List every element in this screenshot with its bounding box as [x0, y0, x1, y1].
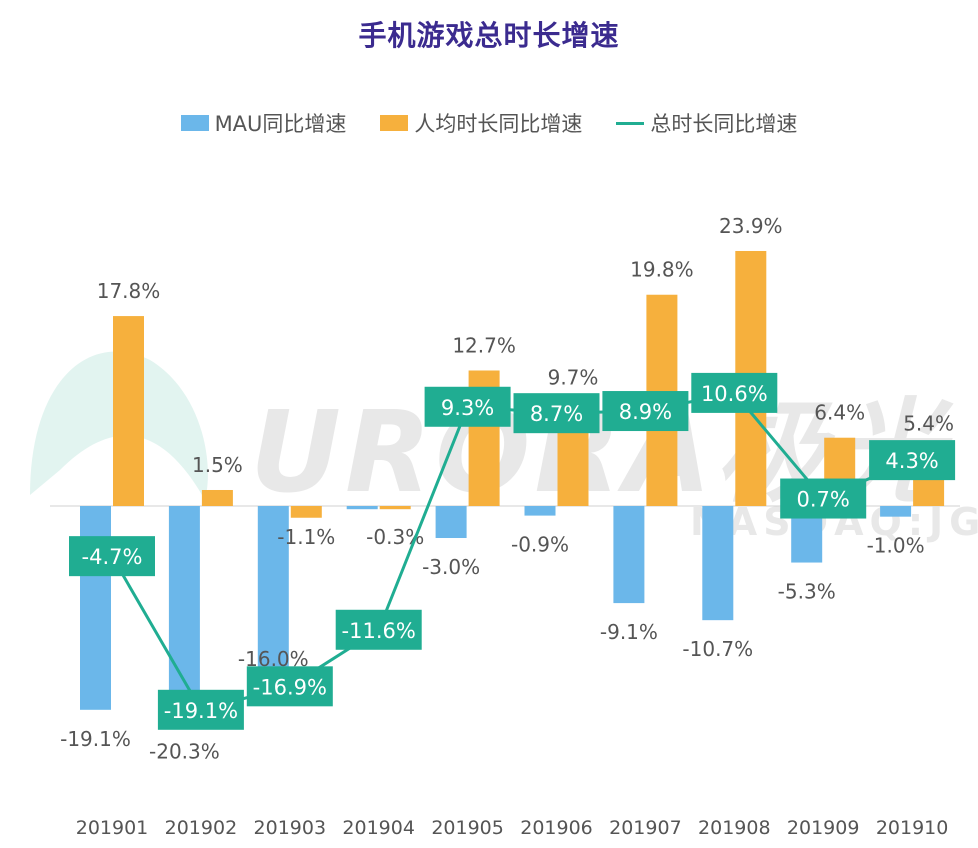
data-label-total-201902: -19.1% — [164, 699, 238, 723]
legend-swatch-mau — [180, 115, 209, 131]
x-tick-label-201904: 201904 — [342, 817, 415, 839]
data-label-total-201910: 4.3% — [885, 449, 938, 473]
legend-label-per-capita: 人均时长同比增速 — [414, 112, 583, 136]
legend-item-mau: MAU同比增速 — [180, 108, 347, 138]
data-label-mau-201909: -5.3% — [778, 580, 836, 604]
data-label-mau-201908: -10.7% — [682, 637, 753, 661]
x-tick-label-201905: 201905 — [431, 817, 504, 839]
x-tick-label-201902: 201902 — [165, 817, 238, 839]
bar-mau-201902 — [168, 506, 200, 723]
legend-item-total: 总时长同比增速 — [616, 108, 797, 138]
data-label-total-201907: 8.9% — [619, 400, 672, 424]
bar-per-capita-201904 — [379, 506, 411, 510]
data-label-per-capita-201906: 9.7% — [548, 366, 599, 390]
bar-per-capita-201902 — [201, 489, 233, 506]
x-tick-label-201903: 201903 — [254, 817, 327, 839]
data-label-per-capita-201905: 12.7% — [452, 333, 516, 357]
bar-mau-201904 — [346, 506, 378, 510]
data-label-total-201909: 0.7% — [797, 488, 850, 512]
x-tick-label-201906: 201906 — [520, 817, 593, 839]
x-tick-label-201908: 201908 — [698, 817, 771, 839]
bar-mau-201908 — [702, 506, 734, 621]
bar-mau-201907 — [613, 506, 645, 604]
data-label-mau-201902: -20.3% — [149, 740, 220, 764]
data-label-box-total-201905 — [424, 386, 511, 427]
data-label-box-total-201902 — [157, 689, 244, 730]
data-label-mau-201907: -9.1% — [600, 620, 658, 644]
legend: MAU同比增速 人均时长同比增速 总时长同比增速 — [0, 108, 978, 138]
bar-mau-201905 — [435, 506, 467, 539]
bar-mau-201903 — [257, 506, 289, 677]
legend-swatch-total — [616, 121, 645, 125]
data-label-box-total-201904 — [335, 609, 422, 650]
data-label-box-total-201910 — [869, 440, 956, 481]
data-label-box-total-201907 — [602, 391, 689, 432]
data-label-per-capita-201907: 19.8% — [630, 258, 694, 282]
data-label-total-201904: -11.6% — [342, 619, 416, 643]
data-label-per-capita-201901: 17.8% — [97, 279, 161, 303]
x-tick-label-201907: 201907 — [609, 817, 682, 839]
data-label-box-total-201909 — [780, 478, 867, 519]
x-tick-label-201909: 201909 — [787, 817, 860, 839]
legend-item-per-capita: 人均时长同比增速 — [380, 108, 582, 138]
bar-mau-201910 — [880, 506, 912, 517]
data-label-box-total-201906 — [513, 393, 600, 434]
data-label-mau-201906: -0.9% — [511, 533, 569, 557]
data-label-box-total-201908 — [691, 372, 778, 413]
bar-per-capita-201901 — [113, 316, 144, 506]
data-label-mau-201901: -19.1% — [60, 727, 131, 751]
data-label-total-201905: 9.3% — [441, 396, 494, 420]
data-label-total-201906: 8.7% — [530, 402, 583, 426]
data-label-per-capita-201902: 1.5% — [192, 453, 243, 477]
data-label-total-201901: -4.7% — [82, 545, 143, 569]
data-label-mau-201910: -1.0% — [867, 534, 925, 558]
data-label-total-201908: 10.6% — [701, 382, 768, 406]
bar-mau-201906 — [524, 506, 556, 516]
chart-title: 手机游戏总时长增速 — [358, 19, 620, 52]
x-tick-label-201910: 201910 — [876, 817, 949, 839]
data-label-total-201903: -16.9% — [253, 675, 327, 699]
line-total-series — [110, 391, 913, 712]
data-label-per-capita-201903: -1.1% — [277, 525, 335, 549]
legend-label-mau: MAU同比增速 — [214, 112, 347, 136]
data-label-per-capita-201910: 5.4% — [903, 411, 954, 435]
bar-per-capita-201903 — [290, 506, 322, 518]
x-tick-label-201901: 201901 — [76, 817, 149, 839]
data-label-per-capita-201909: 6.4% — [814, 401, 865, 425]
data-label-box-total-201903 — [246, 666, 333, 707]
legend-swatch-per-capita — [380, 115, 409, 131]
data-label-per-capita-201908: 23.9% — [719, 214, 783, 238]
data-label-mau-201905: -3.0% — [422, 555, 480, 579]
data-label-box-total-201901 — [69, 536, 155, 577]
legend-label-total: 总时长同比增速 — [650, 112, 798, 136]
